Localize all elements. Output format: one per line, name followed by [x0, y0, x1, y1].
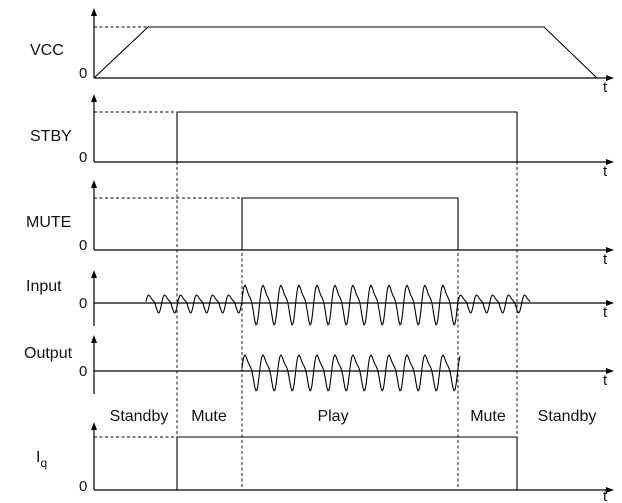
mute-time-label: t [603, 251, 608, 268]
iq-row: Iq 0 t [36, 422, 614, 503]
input-time-arrow [606, 300, 614, 306]
input-time-label: t [603, 304, 608, 321]
stby-time-arrow [606, 159, 614, 165]
iq-zero-label: 0 [79, 478, 87, 495]
iq-time-label: t [603, 488, 608, 503]
input-row: Input 0 t [26, 270, 614, 326]
iq-label-main: I [36, 449, 40, 466]
mute-label: MUTE [26, 214, 71, 231]
mute-y-arrow [91, 180, 97, 188]
input-y-arrow [91, 270, 97, 278]
vcc-label: VCC [30, 42, 64, 59]
output-row: Output 0 t [24, 335, 614, 394]
stby-label: STBY [30, 128, 72, 145]
input-zero-label: 0 [79, 295, 87, 312]
phase-label-standby-start: Standby [110, 408, 169, 425]
phase-label-standby-end: Standby [538, 408, 597, 425]
mute-time-arrow [606, 247, 614, 253]
iq-y-arrow [91, 422, 97, 430]
iq-label: Iq [36, 449, 47, 470]
iq-time-arrow [606, 487, 614, 493]
stby-row: STBY 0 t [30, 94, 614, 180]
vcc-row: VCC 0 t [30, 8, 614, 96]
vcc-signal [93, 26, 598, 79]
iq-signal [176, 436, 518, 490]
phase-label-play: Play [317, 408, 348, 425]
mute-signal [241, 197, 459, 250]
output-label: Output [24, 345, 73, 362]
stby-zero-label: 0 [79, 149, 87, 166]
input-signal [145, 284, 531, 326]
phase-label-mute-start: Mute [191, 408, 227, 425]
output-time-label: t [603, 372, 608, 389]
stby-signal [176, 111, 518, 162]
mute-row: MUTE 0 t [26, 180, 614, 268]
output-signal [241, 354, 461, 392]
output-time-arrow [606, 368, 614, 374]
iq-label-sub: q [40, 456, 47, 470]
vcc-time-label: t [603, 79, 608, 96]
vcc-time-arrow [606, 75, 614, 81]
mute-zero-label: 0 [79, 237, 87, 254]
stby-y-arrow [91, 94, 97, 102]
stby-time-label: t [603, 163, 608, 180]
phase-labels: Standby Mute Play Mute Standby [110, 408, 597, 425]
vcc-zero-label: 0 [79, 65, 87, 82]
output-zero-label: 0 [79, 363, 87, 380]
phase-label-mute-end: Mute [470, 408, 506, 425]
input-label: Input [26, 278, 62, 295]
output-y-arrow [91, 335, 97, 343]
vcc-y-arrow [91, 8, 97, 16]
